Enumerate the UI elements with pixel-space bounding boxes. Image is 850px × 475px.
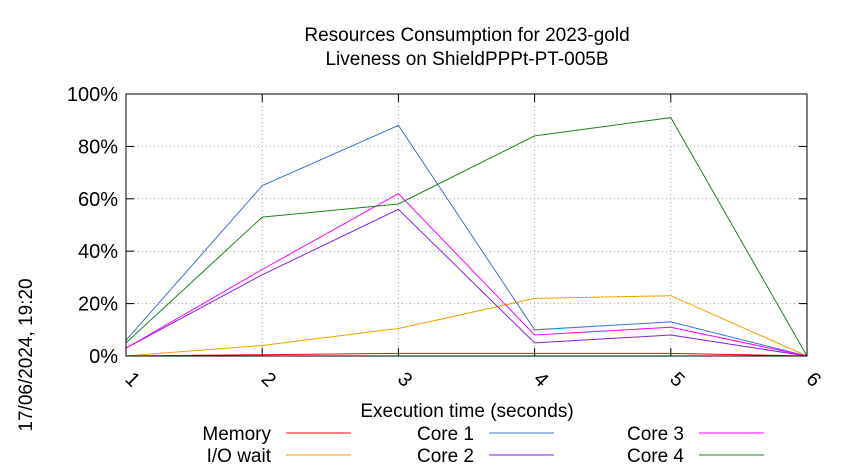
y-tick-label: 40%	[78, 241, 118, 263]
legend-label-core-3: Core 3	[627, 424, 684, 445]
series-line-memory	[125, 352, 808, 357]
series-line-core-3	[125, 192, 808, 357]
legend-label-core-2: Core 2	[417, 446, 474, 467]
x-tick-label: 5	[665, 368, 688, 391]
grid-lines	[126, 94, 807, 356]
series-line-core-4	[125, 117, 808, 357]
legend-label-core-4: Core 4	[627, 446, 684, 467]
x-axis-label: Execution time (seconds)	[360, 401, 573, 422]
y-tick-label: 80%	[78, 136, 118, 158]
series-line-i-o-wait	[125, 295, 808, 357]
y-tick-label: 20%	[78, 294, 118, 316]
axis-ticks: 0% 20% 40% 60% 80% 100% 1 2 3 4 5 6	[67, 84, 825, 391]
x-tick-label: 2	[257, 368, 280, 391]
x-tick-label: 6	[802, 368, 825, 391]
x-tick-label: 1	[121, 368, 144, 391]
y-tick-label: 0%	[89, 346, 118, 368]
y-tick-label: 60%	[78, 189, 118, 211]
series-line-core-2	[125, 208, 808, 357]
legend-label-i-o-wait: I/O wait	[207, 446, 272, 467]
timestamp-label: 17/06/2024, 19:20	[16, 278, 37, 431]
chart-subtitle: Liveness on ShieldPPPt-PT-005B	[325, 49, 608, 70]
x-tick-label: 3	[393, 368, 416, 391]
x-tick-label: 4	[529, 368, 552, 391]
chart-title: Resources Consumption for 2023-gold	[304, 25, 629, 46]
series-lines	[125, 117, 808, 357]
series-line-core-1	[125, 124, 808, 357]
plot-frame	[125, 93, 808, 357]
legend-label-memory: Memory	[202, 424, 271, 445]
y-tick-label: 100%	[67, 84, 118, 106]
legend-label-core-1: Core 1	[417, 424, 474, 445]
